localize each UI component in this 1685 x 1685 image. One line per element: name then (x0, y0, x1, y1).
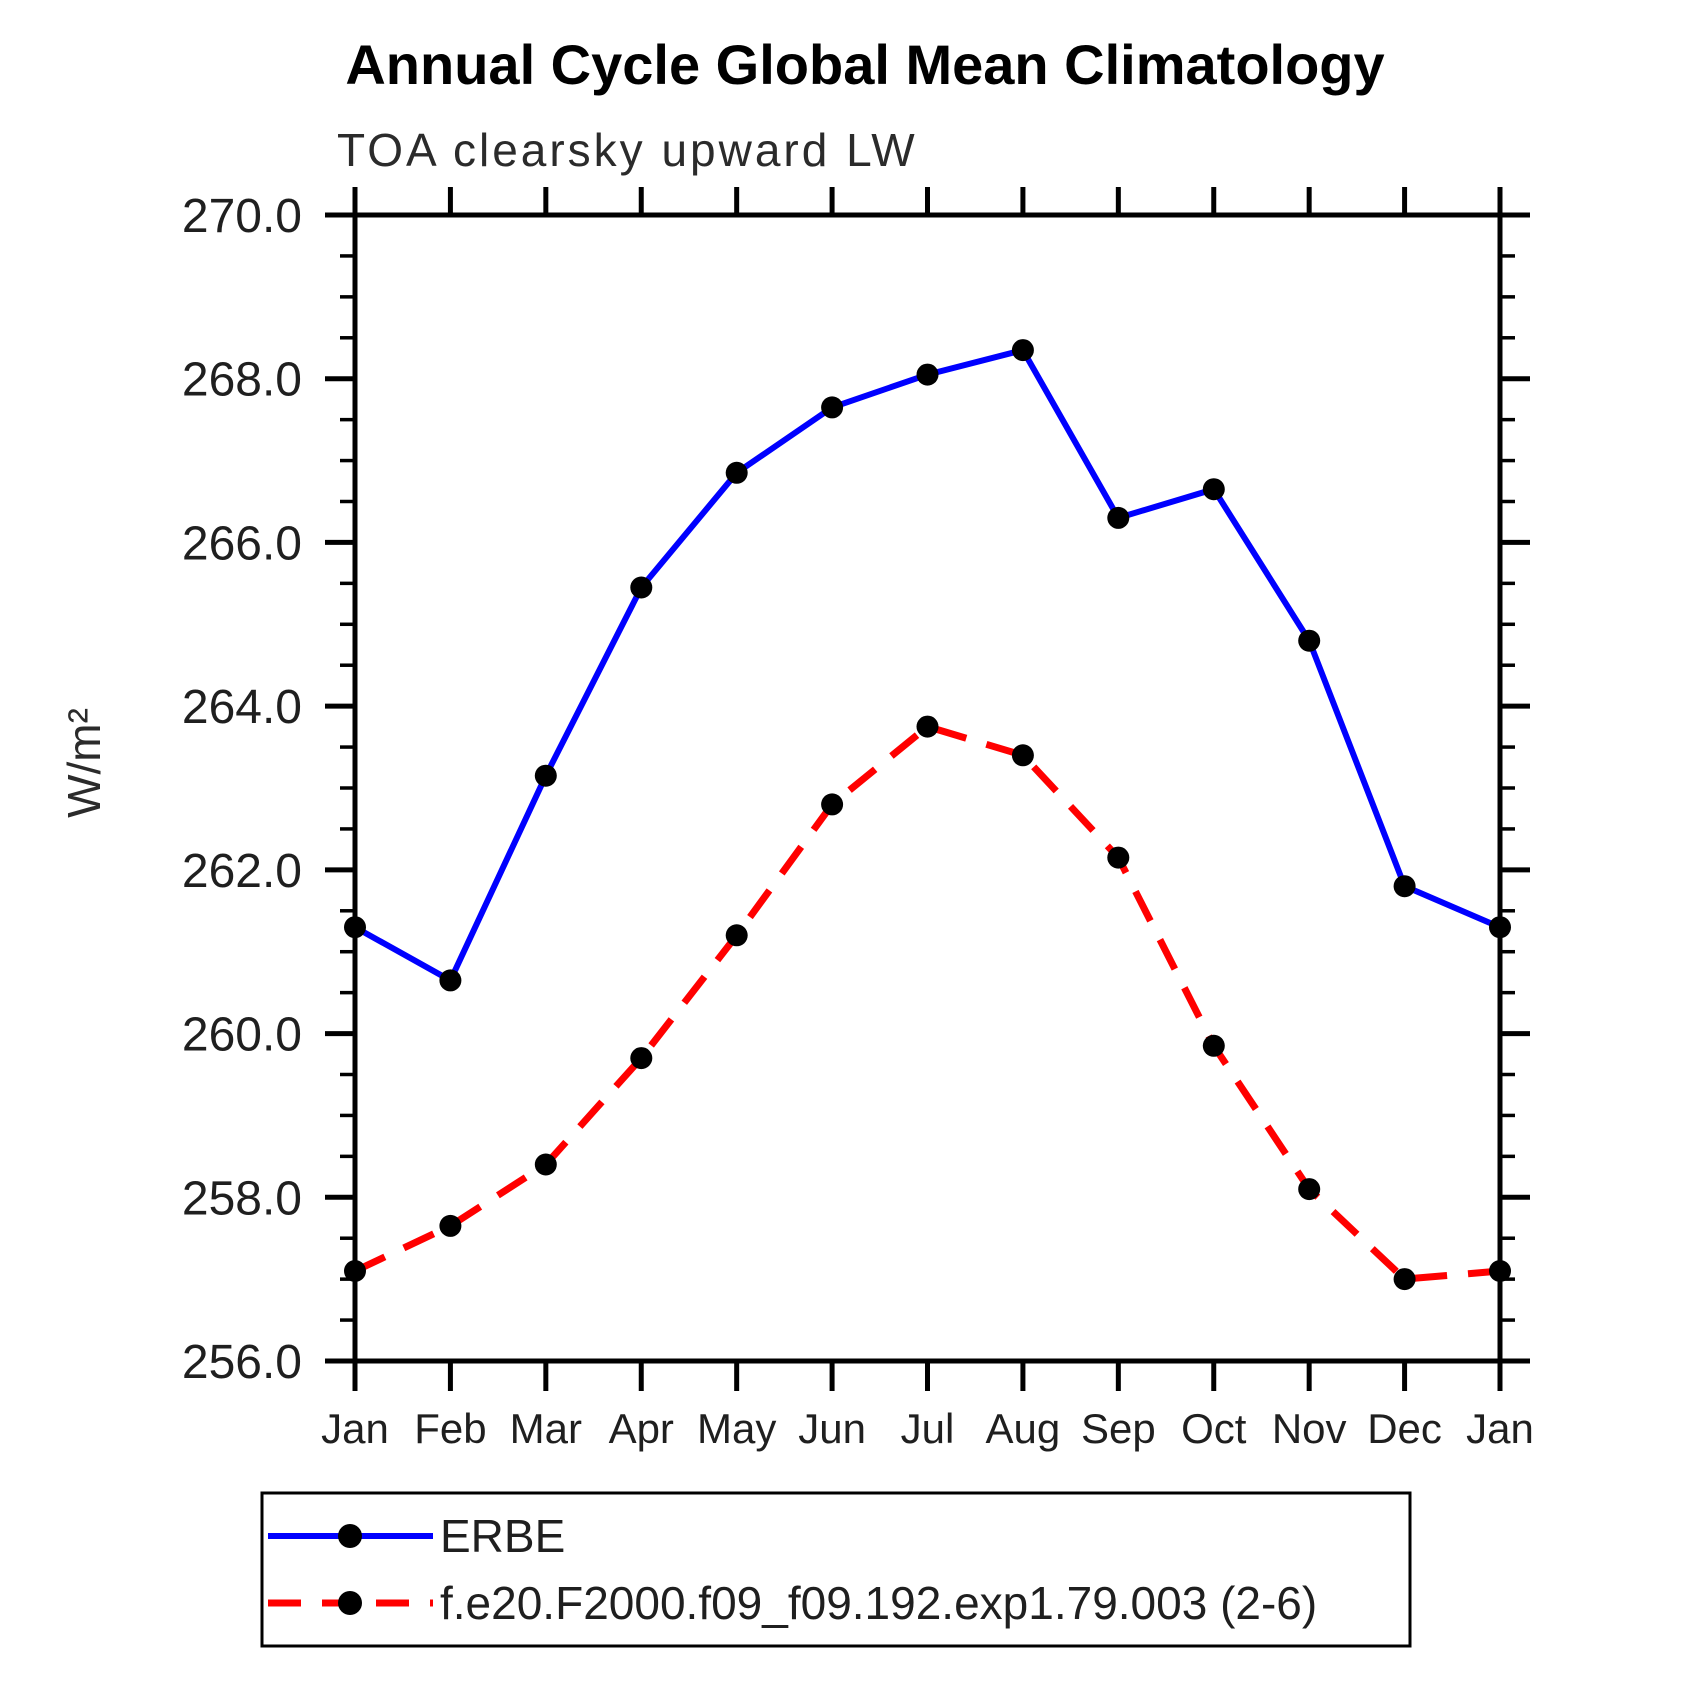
data-point (1298, 629, 1321, 652)
y-tick-label: 266.0 (182, 517, 302, 570)
data-point (534, 764, 557, 787)
x-tick-label: Jun (798, 1405, 866, 1452)
y-tick-label: 270.0 (182, 190, 302, 243)
data-point (1298, 1178, 1321, 1201)
x-tick-label: Apr (609, 1405, 674, 1452)
data-point (725, 461, 748, 484)
legend-label-0: ERBE (440, 1510, 565, 1562)
x-tick-label: May (697, 1405, 776, 1452)
data-point (916, 363, 939, 386)
y-tick-label: 268.0 (182, 354, 302, 407)
x-tick-label: Aug (986, 1405, 1061, 1452)
data-point (821, 793, 844, 816)
y-tick-label: 258.0 (182, 1172, 302, 1225)
x-tick-label: Sep (1081, 1405, 1156, 1452)
data-point (916, 715, 939, 738)
series-line-0 (353, 346, 1502, 985)
y-axis-label: W/m² (58, 708, 110, 818)
axes-group: 256.0 258.0 260.0 262.0 264.0 266.0 268.0 270.0… (182, 187, 1534, 1452)
series-group (344, 339, 1511, 1291)
x-tick-label: Jan (321, 1405, 389, 1452)
y-tick-label: 262.0 (182, 845, 302, 898)
legend-marker-1 (338, 1591, 362, 1615)
data-point (821, 396, 844, 419)
data-point (1107, 846, 1130, 869)
x-tick-label: Feb (414, 1405, 486, 1452)
y-tick-label: 260.0 (182, 1009, 302, 1062)
data-point (725, 924, 748, 947)
data-point (344, 1260, 366, 1282)
data-point (1202, 1034, 1225, 1057)
x-tick-label: Nov (1272, 1405, 1347, 1452)
chart-title: Annual Cycle Global Mean Climatology (345, 33, 1384, 96)
data-point (1011, 744, 1034, 767)
data-point (1011, 339, 1034, 362)
data-point (630, 576, 653, 599)
chart-subtitle: TOA clearsky upward LW (337, 124, 918, 176)
data-point (1107, 506, 1130, 529)
data-point (1202, 478, 1225, 501)
data-point (344, 916, 366, 939)
data-point (1393, 875, 1416, 898)
legend-marker-0 (338, 1524, 362, 1548)
x-tick-label: Jul (901, 1405, 955, 1452)
y-tick-label: 264.0 (182, 681, 302, 734)
y-tick-label: 256.0 (182, 1336, 302, 1389)
data-point (439, 1214, 462, 1237)
x-tick-label: Oct (1181, 1405, 1247, 1452)
plot-frame (352, 212, 1503, 1364)
legend-group: ERBE f.e20.F2000.f09_f09.192.exp1.79.003 … (260, 1491, 1412, 1648)
x-tick-label: Dec (1367, 1405, 1442, 1452)
data-point (1489, 916, 1511, 939)
data-point (630, 1047, 653, 1070)
data-point (1393, 1268, 1416, 1291)
data-point (1489, 1260, 1511, 1282)
x-tick-label: Jan (1466, 1405, 1534, 1452)
x-tick-label: Mar (510, 1405, 582, 1452)
data-point (439, 969, 462, 992)
data-point (534, 1153, 557, 1176)
legend-label-1: f.e20.F2000.f09_f09.192.exp1.79.003 (2-6… (440, 1577, 1317, 1629)
legend-box (260, 1491, 1412, 1648)
